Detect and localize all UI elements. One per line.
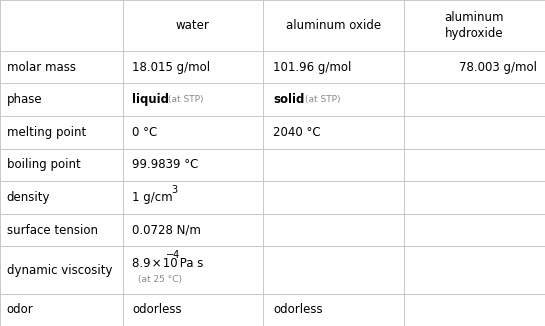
Text: dynamic viscosity: dynamic viscosity <box>7 263 112 276</box>
Text: 78.003 g/mol: 78.003 g/mol <box>459 61 537 74</box>
Text: −4: −4 <box>166 250 180 260</box>
Text: 2040 °C: 2040 °C <box>273 126 320 139</box>
Text: 8.9 × 10: 8.9 × 10 <box>132 257 178 270</box>
Text: aluminum
hydroxide: aluminum hydroxide <box>445 11 504 40</box>
Text: odorless: odorless <box>132 304 182 316</box>
Text: odorless: odorless <box>273 304 323 316</box>
Text: molar mass: molar mass <box>7 61 76 74</box>
Text: density: density <box>7 191 50 204</box>
Text: 99.9839 °C: 99.9839 °C <box>132 158 199 171</box>
Text: boiling point: boiling point <box>7 158 80 171</box>
Text: 1 g/cm: 1 g/cm <box>132 191 173 204</box>
Text: Pa s: Pa s <box>176 257 203 270</box>
Text: aluminum oxide: aluminum oxide <box>286 19 381 32</box>
Text: 18.015 g/mol: 18.015 g/mol <box>132 61 210 74</box>
Text: odor: odor <box>7 304 33 316</box>
Text: water: water <box>176 19 210 32</box>
Text: phase: phase <box>7 93 42 106</box>
Text: solid: solid <box>273 93 305 106</box>
Text: (at STP): (at STP) <box>168 95 204 104</box>
Text: (at 25 °C): (at 25 °C) <box>138 275 182 284</box>
Text: liquid: liquid <box>132 93 169 106</box>
Text: 0 °C: 0 °C <box>132 126 158 139</box>
Text: (at STP): (at STP) <box>305 95 341 104</box>
Text: 3: 3 <box>172 185 178 195</box>
Text: 0.0728 N/m: 0.0728 N/m <box>132 224 201 237</box>
Text: melting point: melting point <box>7 126 86 139</box>
Text: surface tension: surface tension <box>7 224 98 237</box>
Text: 101.96 g/mol: 101.96 g/mol <box>273 61 352 74</box>
